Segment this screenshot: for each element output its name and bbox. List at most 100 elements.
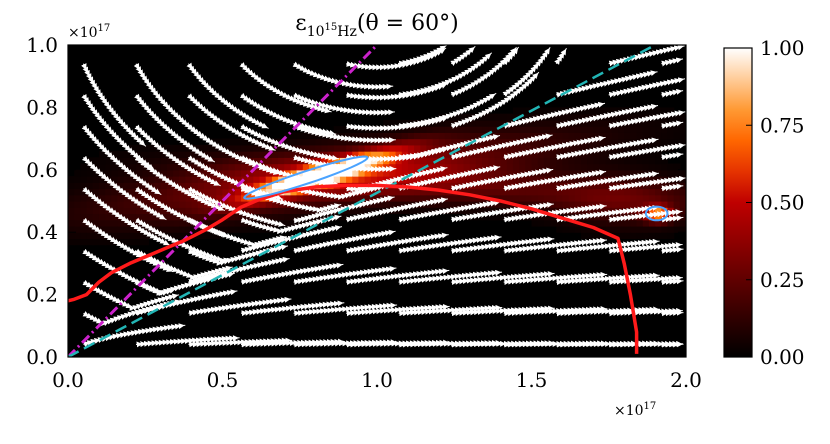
heatmap-cell: [556, 132, 563, 140]
streamline: [293, 92, 395, 116]
heatmap-cell: [531, 163, 539, 171]
heatmap-cell: [512, 207, 520, 215]
heatmap-cell: [438, 207, 446, 215]
heatmap-cell: [98, 219, 106, 227]
heatmap-cell: [494, 113, 502, 121]
heatmap-cell: [624, 132, 631, 140]
heatmap-cell: [271, 163, 279, 171]
heatmap-cell: [105, 213, 112, 221]
heatmap-cell: [377, 132, 384, 140]
heatmap-cell: [537, 201, 545, 208]
heatmap-cell: [580, 144, 588, 152]
heatmap-cell: [370, 126, 378, 133]
heatmap-cell: [135, 194, 143, 202]
heatmap-cell: [105, 151, 112, 158]
heatmap-cell: [315, 138, 322, 146]
heatmap-cell: [253, 176, 261, 183]
heatmap-cell: [166, 144, 174, 152]
heatmap-cell: [488, 126, 496, 133]
heatmap-cell: [80, 213, 88, 221]
heatmap-cell: [655, 188, 662, 196]
heatmap-cell: [587, 119, 594, 127]
heatmap-cell: [525, 176, 533, 183]
heatmap-cell: [284, 194, 292, 202]
heatmap-cell: [636, 225, 644, 233]
heatmap-cell: [80, 169, 88, 177]
heatmap-cell: [642, 163, 650, 171]
y-tick-label: 0.6: [26, 158, 58, 182]
heatmap-cell: [228, 219, 236, 227]
heatmap-cell: [389, 119, 397, 127]
heatmap-cell: [68, 207, 75, 215]
heatmap-cell: [352, 132, 360, 140]
heatmap-cell: [574, 126, 582, 133]
heatmap-cell: [475, 157, 483, 165]
heatmap-cell: [228, 163, 236, 171]
heatmap-cell: [86, 169, 94, 177]
heatmap-cell: [216, 225, 224, 233]
heatmap-cell: [667, 132, 675, 140]
heatmap-cell: [191, 176, 199, 183]
heatmap-cell: [519, 126, 526, 133]
heatmap-cell: [661, 176, 669, 183]
heatmap-cell: [648, 169, 656, 177]
heatmap-cell: [296, 132, 304, 140]
heatmap-cell: [420, 194, 428, 202]
y-tick-label: 0.0: [26, 345, 58, 369]
heatmap-cell: [636, 163, 644, 171]
heatmap-cell: [605, 132, 613, 140]
heatmap-cell: [568, 113, 576, 121]
streamline: [293, 123, 396, 144]
heatmap-cell: [574, 207, 582, 215]
heatmap-cell: [68, 194, 75, 202]
heatmap-cell: [556, 188, 563, 196]
magenta-dashdot-line: [68, 45, 379, 357]
heatmap-cell: [173, 219, 180, 227]
heatmap-cell: [339, 169, 347, 177]
heatmap-cell: [383, 126, 390, 133]
heatmap-cell: [655, 107, 662, 115]
heatmap-cell: [642, 201, 650, 208]
streamline: [608, 77, 686, 98]
heatmap-cell: [290, 138, 298, 146]
heatmap-cell: [80, 238, 88, 246]
heatmap-cell: [630, 201, 638, 208]
title-subscript-sup: 15: [325, 22, 338, 33]
heatmap-cell: [543, 182, 551, 190]
heatmap-cell: [562, 151, 570, 158]
heatmap-cell: [389, 132, 397, 140]
overlay-lines: [68, 45, 669, 357]
heatmap-cell: [265, 213, 273, 221]
heatmap-cell: [197, 144, 205, 152]
heatmap-cell: [420, 132, 428, 140]
heatmap-cell: [154, 151, 162, 158]
heatmap-cell: [630, 232, 638, 240]
heatmap-cell: [117, 238, 125, 246]
heatmap-cell: [568, 225, 576, 233]
streamline: [661, 151, 684, 161]
heatmap-cell: [117, 225, 125, 233]
heatmap-cell: [673, 219, 681, 227]
heatmap-cell: [383, 188, 390, 196]
heatmap-cell: [679, 194, 686, 202]
heatmap-cell: [74, 169, 81, 177]
heatmap-cell: [80, 232, 88, 240]
heatmap-cell: [148, 176, 156, 183]
heatmap-cell: [525, 144, 533, 152]
heatmap-cell: [506, 119, 514, 127]
heatmap-cell: [673, 201, 681, 208]
heatmap-cell: [593, 126, 601, 133]
heatmap-cell: [377, 126, 384, 133]
heatmap-cell: [648, 132, 656, 140]
heatmap-cell: [105, 182, 112, 190]
heatmap-cell: [593, 207, 601, 215]
heatmap-cell: [679, 188, 686, 196]
heatmap-cell: [438, 126, 446, 133]
heatmap-cell: [111, 219, 119, 227]
heatmap-cell: [370, 151, 378, 158]
heatmap-cell: [358, 207, 366, 215]
heatmap-cell: [624, 157, 631, 165]
heatmap-cell: [543, 188, 551, 196]
heatmap-cell: [265, 207, 273, 215]
title-suffix: (θ = 60°): [357, 11, 459, 36]
